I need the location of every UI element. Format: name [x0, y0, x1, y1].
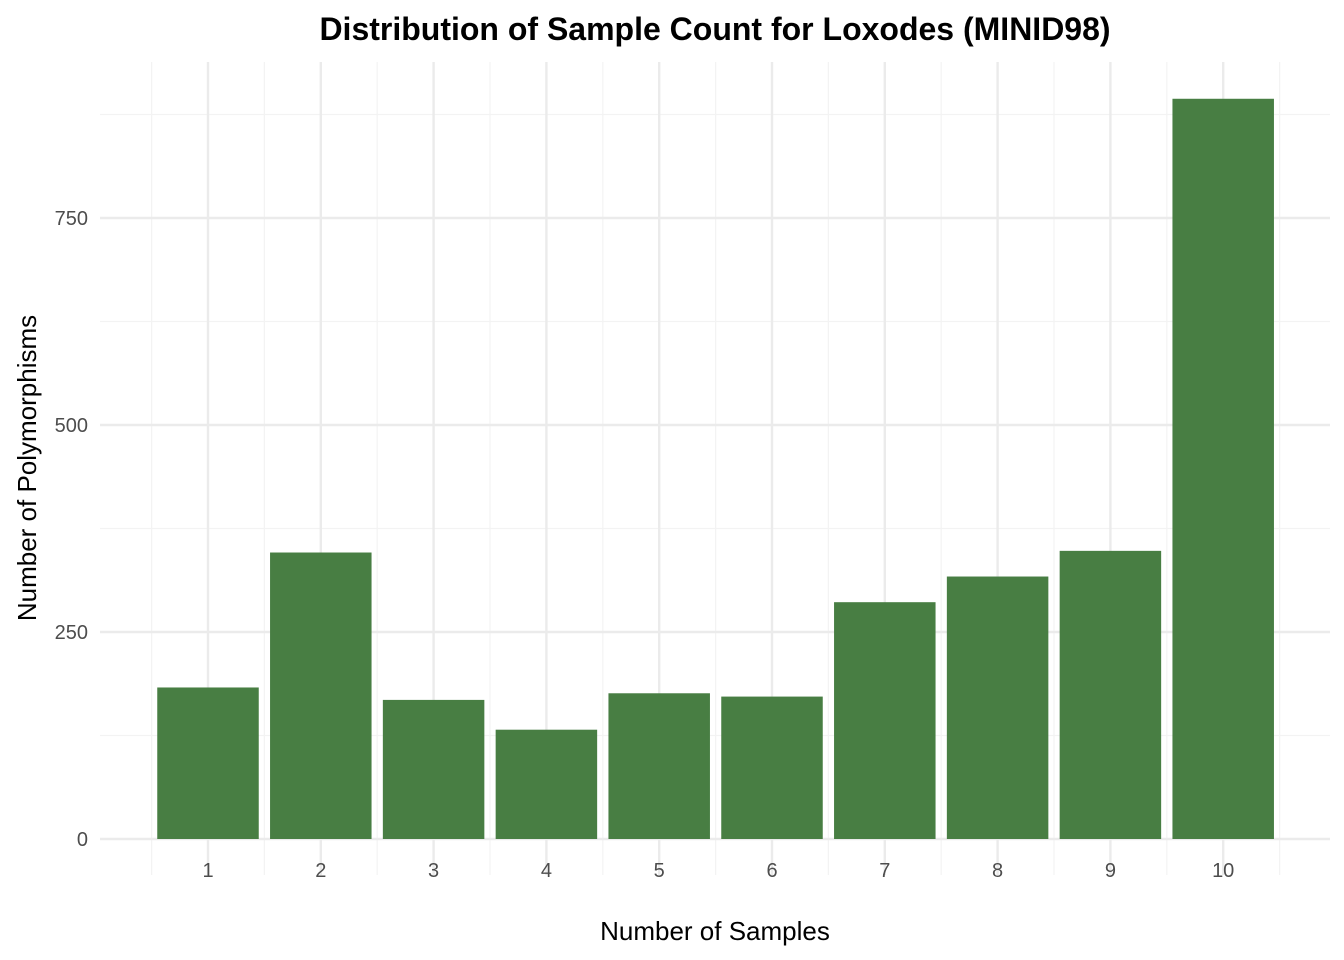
- x-axis-title: Number of Samples: [600, 916, 830, 946]
- x-tick-label: 3: [428, 860, 439, 882]
- bar-6: [721, 696, 823, 839]
- x-tick-label: 2: [315, 860, 326, 882]
- x-tick-label: 9: [1105, 860, 1116, 882]
- bar-8: [946, 576, 1049, 839]
- x-tick-label: 6: [766, 860, 777, 882]
- x-tick-label: 10: [1212, 860, 1234, 882]
- y-axis-ticks: 0 250 500 750: [55, 208, 88, 851]
- bar-4: [495, 729, 598, 839]
- bar-3: [382, 699, 485, 839]
- chart-title: Distribution of Sample Count for Loxodes…: [319, 11, 1110, 47]
- bar-7: [834, 602, 936, 839]
- x-axis-ticks: 1 2 3 4 5 6 7 8 9 10: [202, 860, 1234, 882]
- y-tick-label: 500: [55, 415, 88, 437]
- bar-10: [1172, 98, 1274, 839]
- x-tick-label: 4: [541, 860, 552, 882]
- bars: [157, 98, 1274, 839]
- y-tick-label: 250: [55, 622, 88, 644]
- bar-1: [157, 687, 259, 839]
- x-tick-label: 7: [879, 860, 890, 882]
- y-tick-label: 750: [55, 208, 88, 230]
- x-tick-label: 8: [992, 860, 1003, 882]
- bar-5: [608, 693, 710, 839]
- x-tick-label: 1: [202, 860, 213, 882]
- x-tick-label: 5: [654, 860, 665, 882]
- bar-2: [270, 552, 372, 839]
- y-axis-title: Number of Polymorphisms: [12, 315, 42, 621]
- y-tick-label: 0: [77, 829, 88, 851]
- bar-9: [1059, 550, 1162, 839]
